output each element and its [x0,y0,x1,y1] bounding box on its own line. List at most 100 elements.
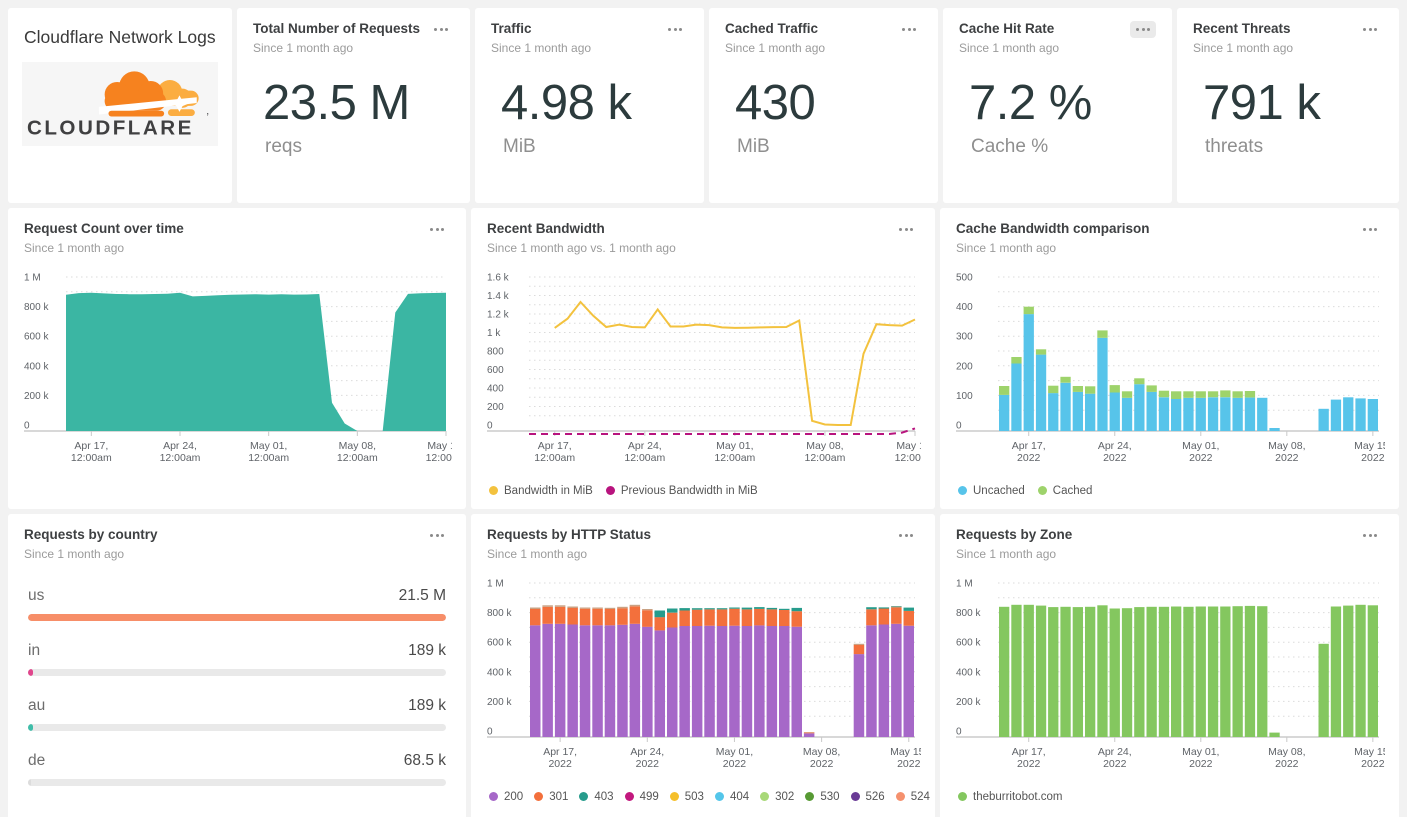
panel-menu-button[interactable] [1357,221,1383,238]
svg-text:May 01,: May 01, [1182,746,1219,758]
panel-subtitle: Since 1 month ago vs. 1 month ago [487,240,676,255]
svg-text:2022: 2022 [1189,758,1213,770]
panel-requests-by-zone: Requests by Zone Since 1 month ago 0 200 … [940,514,1399,817]
panel-menu-button[interactable] [424,221,450,238]
svg-text:May 08,: May 08, [803,746,840,758]
legend-item-Uncached[interactable]: Uncached [958,485,1025,497]
panel-menu-button[interactable] [893,221,919,238]
svg-text:12:00am: 12:00am [895,452,921,464]
cache-bandwidth-chart[interactable]: 0 100 200 300 400 500 Apr 17, 2022 Apr 24, 2022 Ma… [954,263,1392,482]
legend-item-526[interactable]: 526 [850,791,885,803]
panel-menu-button[interactable] [1130,21,1156,38]
legend-dot [714,792,724,802]
panel-title: Requests by HTTP Status [487,527,652,542]
svg-text:600 k: 600 k [487,638,512,649]
chart-row-1: Request Count over time Since 1 month ag… [8,208,1399,509]
panel-menu-button[interactable] [428,21,454,38]
svg-text:May 15,: May 15, [1354,746,1385,758]
svg-text:Apr 24,: Apr 24, [628,440,662,452]
legend-item-200[interactable]: 200 [489,791,523,803]
legend-item-530[interactable]: 530 [805,791,840,803]
recent-bandwidth-chart[interactable]: 0 200 400 600 800 1 k 1.2 k 1.4 k 1.6 k Apr 17, 12… [485,263,935,482]
svg-text:2022: 2022 [897,758,921,770]
svg-text:800 k: 800 k [24,302,49,313]
svg-text:May 15,: May 15, [890,746,921,758]
svg-text:400: 400 [956,302,973,313]
svg-text:0: 0 [487,420,493,431]
legend-item-302[interactable]: 302 [760,791,794,803]
panel-menu-button[interactable] [1357,527,1383,544]
recent-bandwidth-legend: Bandwidth in MiB Previous Bandwidth in Mi… [485,485,921,497]
panel-traffic: Traffic Since 1 month ago 4.98 k MiB [475,8,704,203]
country-bar [28,668,33,676]
svg-text:May 01,: May 01, [716,746,753,758]
svg-text:2022: 2022 [723,758,747,770]
legend-item-403[interactable]: 403 [579,790,614,803]
stat-value: 4.98 k [501,75,632,130]
legend-dot [669,792,679,802]
legend-label: 302 [775,790,795,803]
panel-recent-bandwidth: Recent Bandwidth Since 1 month ago vs. 1… [471,208,935,509]
panel-title: Requests by Zone [956,527,1073,542]
legend-item-Bandwidth in MiB[interactable]: Bandwidth in MiB [489,485,593,497]
requests-by-country-list: us 21.5 M in 189 k au 189 k de 68.5 k [22,587,452,786]
svg-text:2022: 2022 [1189,452,1213,464]
legend-label: Cached [1052,484,1093,497]
svg-text:300: 300 [956,332,973,343]
legend-item-Cached[interactable]: Cached [1037,484,1093,497]
legend-item-301[interactable]: 301 [534,791,568,803]
country-row-au: au 189 k [28,697,446,731]
svg-text:1.4 k: 1.4 k [487,291,510,302]
legend-item-503[interactable]: 503 [669,791,704,803]
panel-menu-button[interactable] [896,21,922,38]
svg-text:May 01,: May 01, [716,440,753,452]
svg-text:0: 0 [24,420,30,431]
stat-value: 791 k [1203,75,1321,130]
cloudflare-logo: CLOUDFLARE ’ [22,62,218,146]
legend-item-Previous Bandwidth in MiB[interactable]: Previous Bandwidth in MiB [605,484,758,497]
legend-dot [489,486,498,496]
svg-text:200: 200 [487,402,504,413]
country-label: us [28,586,45,604]
panel-cloudflare-logo: Cloudflare Network Logs CLOUDFLARE ’ [8,8,232,203]
panel-menu-button[interactable] [424,527,450,544]
panel-subtitle: Since 1 month ago [956,240,1057,255]
svg-text:0: 0 [956,726,962,737]
svg-text:Apr 17,: Apr 17, [538,440,572,452]
legend-label: 404 [729,790,750,803]
svg-text:200 k: 200 k [487,697,512,708]
panel-title: Cache Hit Rate [959,21,1055,36]
country-value: 68.5 k [403,751,446,769]
panel-cache-hit-rate: Cache Hit Rate Since 1 month ago 7.2 % C… [943,8,1172,203]
legend-item-524[interactable]: 524 [895,791,930,803]
svg-text:100: 100 [956,391,973,402]
svg-text:1 M: 1 M [24,272,41,283]
panel-menu-button[interactable] [1357,21,1383,38]
legend-item-theburritobot.com[interactable]: theburritobot.com [958,791,1063,803]
svg-text:0: 0 [487,726,493,737]
svg-text:12:00am: 12:00am [624,452,665,464]
svg-text:500: 500 [956,272,973,283]
legend-label: Previous Bandwidth in MiB [620,484,758,497]
legend-label: 403 [594,790,614,803]
cloudflare-wordmark: CLOUDFLARE [27,117,194,140]
panel-subtitle: Since 1 month ago [725,40,826,55]
legend-item-404[interactable]: 404 [714,790,750,803]
legend-item-499[interactable]: 499 [624,790,659,803]
panel-menu-button[interactable] [662,21,688,38]
panel-title: Requests by country [24,527,158,542]
legend-dot [579,792,589,802]
svg-text:Apr 24,: Apr 24, [630,746,664,758]
country-bar [28,778,31,786]
stat-value: 23.5 M [263,75,410,130]
panel-menu-button[interactable] [893,527,919,544]
panel-title: Traffic [491,21,532,36]
legend-label: 499 [639,790,659,803]
panel-subtitle: Since 1 month ago [956,546,1057,561]
country-label: au [28,696,46,714]
